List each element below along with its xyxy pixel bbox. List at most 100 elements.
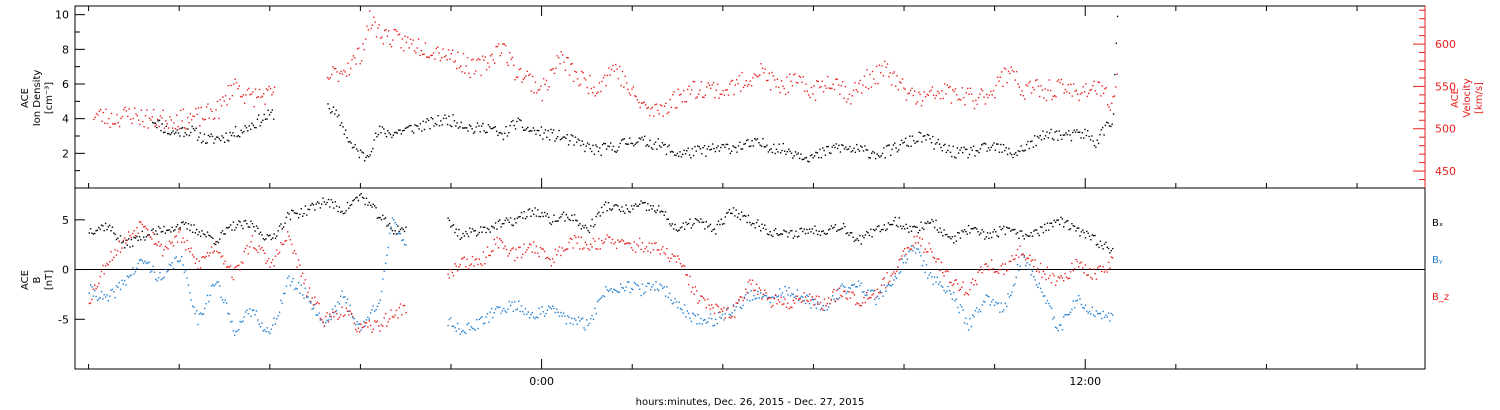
velocity-point (828, 87, 830, 89)
bx-point (170, 231, 172, 233)
bx-point (832, 227, 834, 229)
velocity-point (878, 64, 881, 66)
density-point (921, 141, 923, 143)
velocity-point (116, 113, 118, 116)
density-point (937, 138, 939, 141)
bz-point (236, 265, 239, 267)
velocity-point (1105, 87, 1107, 89)
velocity-point (1001, 71, 1003, 73)
bx-point (889, 223, 891, 226)
by-point (682, 312, 684, 314)
velocity-point (158, 125, 160, 128)
by-point (98, 298, 100, 300)
bz-point (132, 232, 134, 235)
density-point (490, 127, 492, 130)
velocity-point (953, 90, 955, 93)
bx-point (273, 233, 275, 235)
bx-point (1041, 226, 1043, 228)
by-point (795, 295, 797, 297)
bx-point (394, 230, 396, 232)
bz-point (827, 297, 830, 299)
density-point (249, 128, 252, 130)
density-point (702, 147, 704, 149)
by-point (755, 297, 758, 299)
bz-point (1049, 274, 1051, 277)
bx-point (1098, 246, 1100, 249)
by-point (334, 305, 336, 307)
bx-point (376, 217, 379, 219)
bz-point (1037, 268, 1039, 270)
bx-point (902, 225, 905, 228)
velocity-point (1104, 88, 1106, 90)
density-point (1078, 131, 1081, 133)
bz-point (739, 296, 741, 298)
top-left-ytick-label: 2 (62, 147, 69, 160)
density-point (338, 114, 340, 116)
bz-point (959, 288, 962, 290)
bx-point (980, 232, 982, 234)
bz-point (1001, 263, 1004, 265)
bz-point (391, 315, 394, 318)
velocity-point (1015, 70, 1018, 73)
by-point (515, 309, 517, 311)
bx-point (644, 201, 646, 204)
density-point (259, 125, 261, 127)
by-point (804, 302, 807, 305)
bx-point (651, 208, 653, 210)
velocity-point (1009, 72, 1011, 75)
bx-point (234, 229, 236, 231)
bz-point (575, 236, 577, 239)
density-point (781, 149, 783, 152)
bx-point (716, 223, 718, 226)
bz-point (982, 269, 985, 271)
velocity-point (216, 100, 219, 103)
bz-point (461, 258, 463, 260)
by-point (751, 299, 754, 301)
velocity-point (763, 72, 765, 74)
bz-point (717, 306, 720, 308)
bx-point (107, 226, 109, 228)
by-point (652, 284, 654, 286)
bz-point (126, 239, 128, 241)
bx-point (322, 197, 324, 199)
density-point (596, 146, 598, 148)
bx-point (1076, 227, 1078, 229)
bz-point (596, 248, 599, 250)
velocity-point (352, 55, 355, 57)
by-point (519, 310, 521, 313)
velocity-point (197, 107, 200, 109)
velocity-point (691, 89, 693, 91)
by-point (1069, 311, 1072, 313)
bx-point (133, 236, 135, 239)
by-point (969, 318, 971, 320)
density-point (645, 145, 647, 147)
bz-point (269, 266, 271, 268)
bz-point (1045, 278, 1047, 281)
bx-point (486, 227, 489, 230)
by-point (780, 294, 782, 296)
velocity-point (490, 55, 492, 57)
bz-point (678, 258, 680, 260)
bz-point (308, 287, 311, 289)
density-point (605, 148, 608, 150)
by-point (255, 310, 258, 312)
bx-point (620, 210, 622, 213)
velocity-point (339, 72, 341, 75)
bz-point (114, 249, 116, 251)
by-point (978, 309, 981, 311)
bx-point (925, 222, 928, 225)
by-point (284, 292, 286, 295)
by-point (686, 310, 688, 312)
density-point (650, 147, 653, 149)
density-point (202, 140, 204, 142)
bx-point (200, 235, 202, 237)
bx-point (660, 210, 663, 212)
by-point (980, 310, 982, 313)
density-point (154, 122, 157, 124)
bz-point (342, 315, 345, 317)
by-point (925, 264, 928, 266)
density-point (214, 138, 216, 140)
bx-point (526, 216, 528, 218)
density-point (383, 128, 385, 130)
density-point (1069, 134, 1071, 136)
